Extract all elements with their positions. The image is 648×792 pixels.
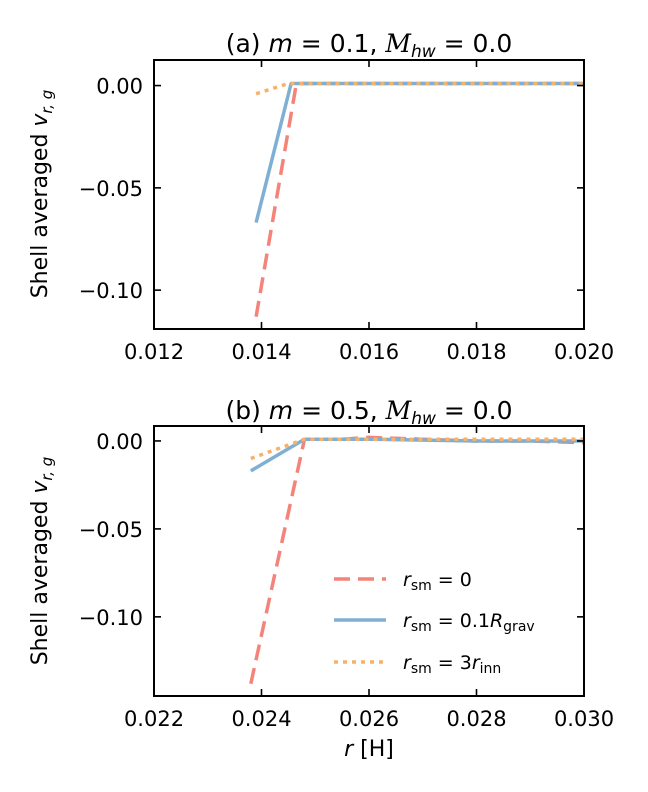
panel-b-axes-frame <box>153 425 585 697</box>
panel-b-xtick-label-0: 0.022 <box>124 707 184 731</box>
legend: rsm = 0 rsm = 0.1Rgrav rsm = 3rinn <box>334 569 535 677</box>
panel-a-xtick-label-4: 0.020 <box>554 340 614 364</box>
panel-a-series-2 <box>255 81 584 96</box>
panel-b-ylabel: Shell averaged vr, g <box>28 457 56 666</box>
panel-b-ticks: 0.022 0.024 0.026 0.028 0.030 0.00 −0.05 −0.10 <box>79 426 614 731</box>
panel-b: (b) m = 0.5, Mhw = 0.0 Shell averaged vr… <box>28 396 614 762</box>
panel-b-ytick-label-1: −0.05 <box>79 518 143 542</box>
panel-a: (a) m = 0.1, Mhw = 0.0 Shell averaged vr… <box>28 29 614 364</box>
legend-label-rsm-0: rsm = 0 <box>403 569 472 594</box>
panel-b-ytick-label-2: −0.10 <box>79 606 143 630</box>
panel-a-xtick-label-2: 0.016 <box>339 340 399 364</box>
panel-a-axes-frame <box>153 59 585 330</box>
panel-a-ytick-label-2: −0.10 <box>79 279 143 303</box>
panel-a-series-0 <box>254 81 584 317</box>
panel-b-title: (b) m = 0.5, Mhw = 0.0 <box>225 396 512 429</box>
panel-b-ytick-label-0: 0.00 <box>96 430 143 454</box>
panel-b-xtick-label-2: 0.026 <box>339 707 399 731</box>
panel-b-series-1 <box>249 437 584 473</box>
panel-a-ticks: 0.012 0.014 0.016 0.018 0.020 0.00 −0.05 −0.10 <box>79 60 614 364</box>
panel-b-xtick-label-4: 0.030 <box>554 707 614 731</box>
panel-b-series-0 <box>249 435 584 685</box>
panel-b-xlabel: r [H] <box>344 737 394 762</box>
panel-a-xtick-label-3: 0.018 <box>446 340 506 364</box>
legend-label-rsm-rinn: rsm = 3rinn <box>403 652 501 677</box>
panel-b-xtick-label-3: 0.028 <box>446 707 506 731</box>
panel-a-xtick-label-0: 0.012 <box>124 340 184 364</box>
panel-a-xtick-label-1: 0.014 <box>231 340 291 364</box>
panel-a-title: (a) m = 0.1, Mhw = 0.0 <box>226 29 513 62</box>
panel-b-series <box>249 435 584 685</box>
panel-a-series <box>254 81 584 317</box>
legend-label-rsm-rgrav: rsm = 0.1Rgrav <box>403 610 535 635</box>
panel-a-ytick-label-0: 0.00 <box>96 75 143 99</box>
panel-b-xtick-label-1: 0.024 <box>231 707 291 731</box>
panel-a-ytick-label-1: −0.05 <box>79 177 143 201</box>
panel-a-series-1 <box>254 81 584 224</box>
panel-b-series-2 <box>250 437 584 461</box>
panel-a-ylabel: Shell averaged vr, g <box>28 90 56 299</box>
